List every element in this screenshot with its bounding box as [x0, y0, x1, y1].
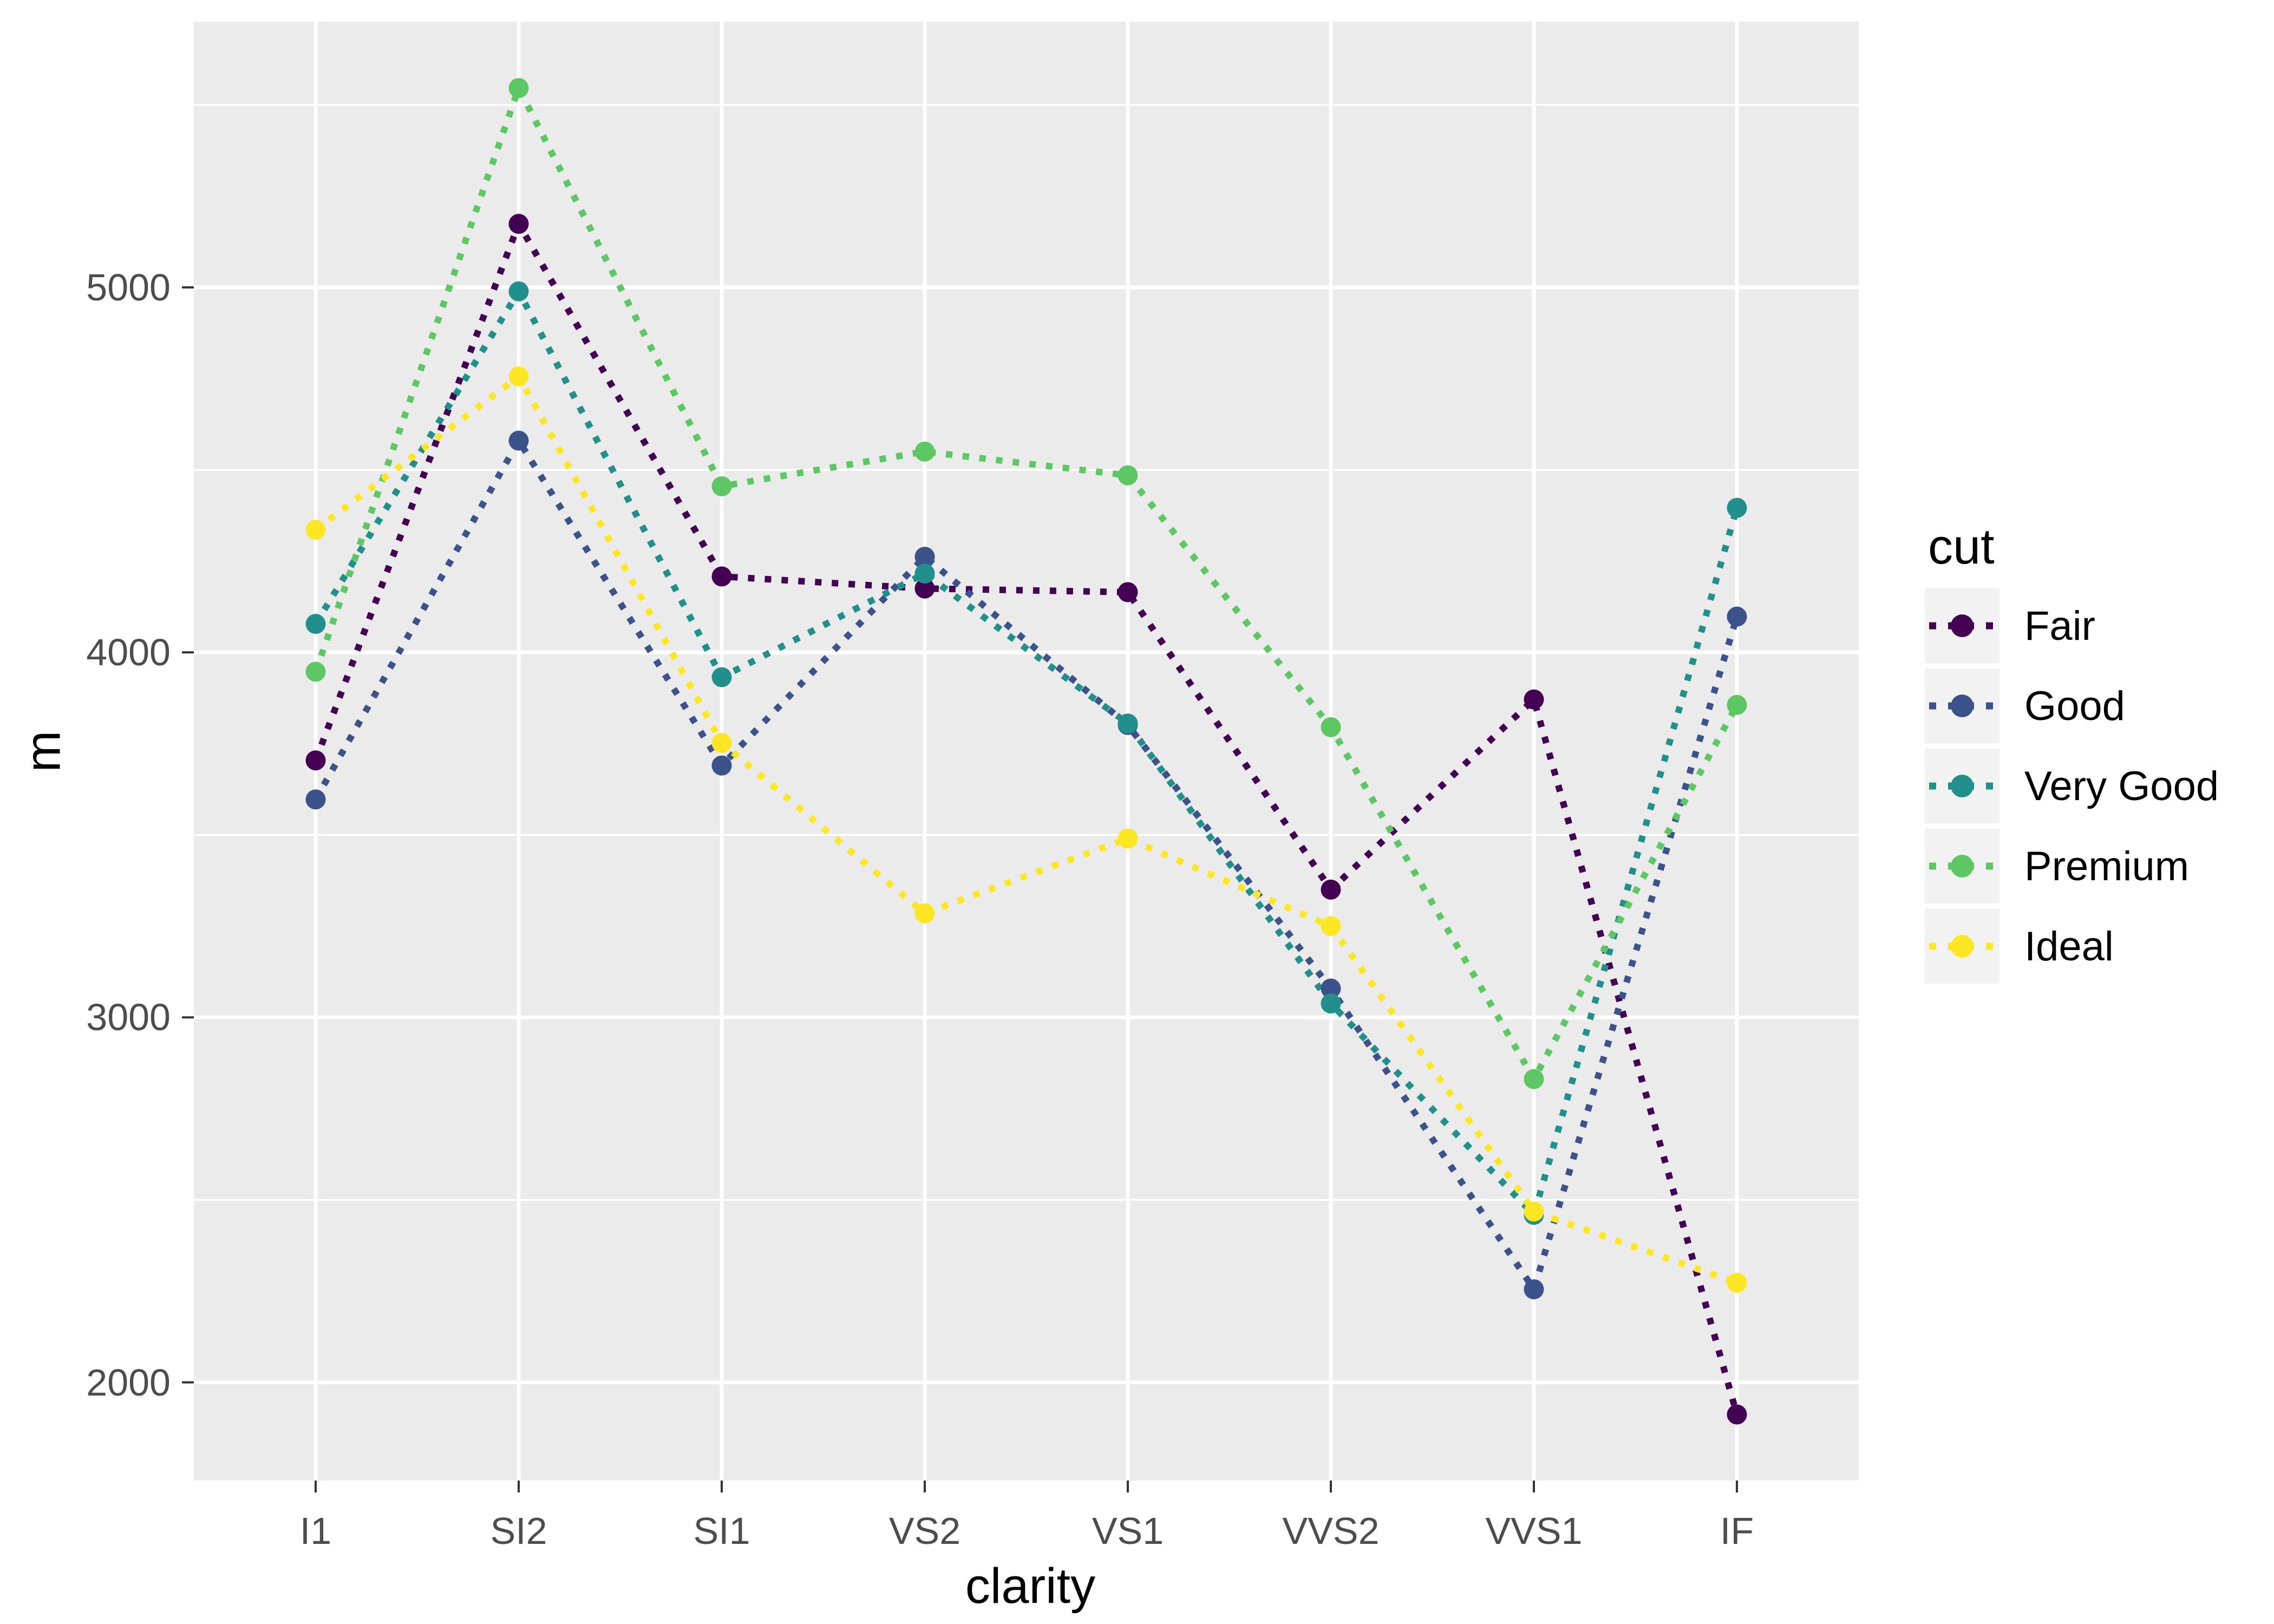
x-axis-title: clarity: [965, 1558, 1096, 1614]
x-tick-label-si2: SI2: [490, 1510, 547, 1552]
x-tick-label-vvs1: VVS1: [1485, 1510, 1583, 1552]
data-point-ideal-vs1: [1118, 828, 1138, 849]
data-point-very-good-si1: [711, 667, 732, 687]
legend-item-premium: Premium: [1925, 829, 2219, 903]
series-line-very-good: [312, 285, 1740, 1221]
legend-item-very-good: Very Good: [1925, 749, 2219, 823]
data-point-fair-si1: [711, 566, 732, 587]
x-tick-label-vs2: VS2: [888, 1510, 961, 1552]
data-point-very-good-si2: [508, 281, 529, 302]
x-tick-label-vvs2: VVS2: [1282, 1510, 1380, 1552]
legend-key-ideal: [1925, 909, 1999, 984]
x-tick-label-vs1: VS1: [1092, 1510, 1164, 1552]
legend-key-glyph-icon: [1929, 775, 1995, 797]
legend-label: Good: [2024, 683, 2125, 729]
legend-label: Ideal: [2024, 923, 2114, 970]
data-point-fair-vs2: [914, 578, 935, 599]
data-point-fair-vs1: [1118, 582, 1138, 603]
data-point-ideal-vvs1: [1524, 1201, 1544, 1222]
legend-key-glyph-icon: [1929, 855, 1995, 878]
series-line-fair: [312, 216, 1740, 1416]
data-point-ideal-if: [1727, 1273, 1747, 1293]
legend-key-very-good: [1925, 749, 1999, 823]
data-point-good-si1: [711, 755, 732, 776]
data-point-premium-vvs2: [1321, 717, 1341, 737]
data-point-fair-vvs1: [1524, 689, 1544, 710]
y-tick-label-4000: 4000: [86, 631, 171, 673]
legend-key-glyph-icon: [1929, 614, 1995, 637]
data-point-ideal-vvs2: [1321, 916, 1341, 937]
legend-item-fair: Fair: [1925, 588, 2219, 663]
legend-key-good: [1925, 669, 1999, 743]
data-point-ideal-i1: [305, 520, 326, 540]
data-point-premium-vs1: [1118, 465, 1138, 486]
legend-label: Premium: [2024, 843, 2190, 889]
legend-key-fair: [1925, 588, 1999, 663]
series-line-premium: [312, 80, 1740, 1086]
legend-label: Very Good: [2024, 763, 2219, 809]
data-point-fair-if: [1727, 1404, 1747, 1425]
legend-title: cut: [1928, 519, 1995, 574]
data-point-premium-if: [1727, 695, 1747, 715]
data-point-good-if: [1727, 606, 1747, 627]
y-tick-label-5000: 5000: [86, 266, 171, 309]
legend-key-premium: [1925, 829, 1999, 903]
data-point-very-good-if: [1727, 497, 1747, 518]
data-point-fair-si2: [508, 214, 529, 234]
series-line-good: [312, 434, 1740, 1297]
x-tick-label-if: IF: [1720, 1510, 1754, 1552]
data-point-good-si2: [508, 430, 529, 451]
data-point-good-i1: [305, 789, 326, 810]
data-point-premium-vs2: [914, 441, 935, 462]
y-axis-title: m: [15, 730, 71, 772]
x-tick-label-i1: I1: [299, 1510, 332, 1552]
data-point-premium-vvs1: [1524, 1069, 1544, 1089]
data-point-good-vvs1: [1524, 1279, 1544, 1300]
data-point-good-vs2: [914, 546, 935, 567]
data-point-premium-si2: [508, 78, 529, 99]
panel-background: [194, 22, 1859, 1481]
legend-label: Fair: [2024, 603, 2095, 649]
legend-key-glyph-icon: [1929, 695, 1995, 717]
data-point-ideal-si1: [711, 732, 732, 753]
legend: cut Fair Good: [1925, 519, 2219, 984]
series-line-ideal: [313, 371, 1738, 1286]
legend-key-glyph-icon: [1929, 935, 1995, 958]
data-point-ideal-si2: [508, 366, 529, 387]
legend-item-ideal: Ideal: [1925, 909, 2219, 984]
data-point-premium-i1: [305, 662, 326, 682]
data-point-fair-i1: [305, 750, 326, 771]
data-point-very-good-vvs2: [1321, 993, 1341, 1014]
data-point-ideal-vs2: [914, 903, 935, 924]
data-point-very-good-i1: [305, 614, 326, 634]
data-point-very-good-vs1: [1118, 713, 1138, 734]
x-tick-label-si1: SI1: [693, 1510, 750, 1552]
data-point-very-good-vs2: [914, 563, 935, 584]
data-point-fair-vvs2: [1321, 879, 1341, 900]
y-tick-label-2000: 2000: [86, 1361, 171, 1404]
legend-item-good: Good: [1925, 669, 2219, 743]
y-tick-label-3000: 3000: [86, 996, 171, 1038]
data-point-good-vvs2: [1321, 978, 1341, 999]
data-point-premium-si1: [711, 476, 732, 496]
